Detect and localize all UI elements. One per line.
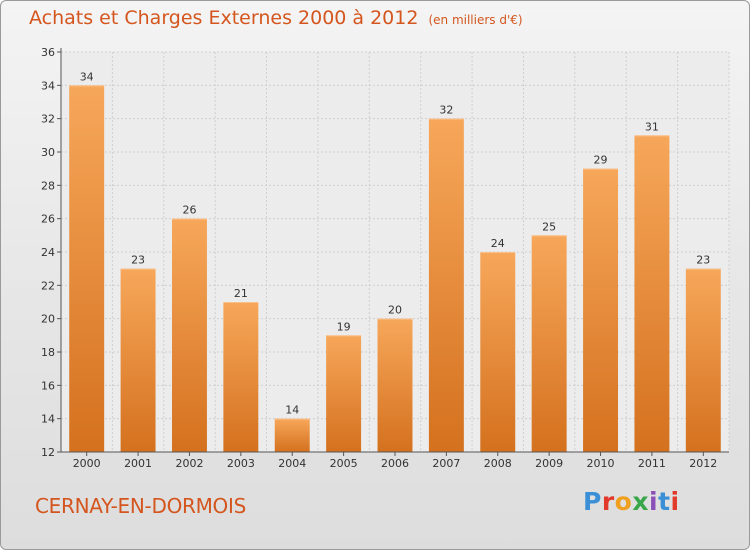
bar-2009	[531, 235, 567, 452]
value-label-2005: 19	[337, 320, 351, 333]
bar-2003	[223, 302, 259, 452]
y-tick-label-16: 16	[41, 379, 55, 392]
value-label-2002: 26	[182, 204, 196, 217]
chart-subtitle: (en milliers d'€)	[428, 13, 523, 27]
bar-2012	[685, 268, 721, 452]
bar-2004	[274, 418, 310, 452]
value-label-2011: 31	[645, 120, 659, 133]
x-tick-label-2011: 2011	[638, 457, 666, 470]
y-tick-label-14: 14	[41, 413, 55, 426]
value-label-2001: 23	[131, 254, 145, 267]
x-tick-label-2009: 2009	[535, 457, 563, 470]
x-tick-label-2003: 2003	[227, 457, 255, 470]
x-tick-label-2005: 2005	[330, 457, 358, 470]
y-tick-label-32: 32	[41, 113, 55, 126]
value-label-2010: 29	[594, 154, 608, 167]
x-tick-label-2010: 2010	[587, 457, 615, 470]
y-tick-label-36: 36	[41, 46, 55, 59]
bar-2011	[634, 135, 670, 453]
y-tick-label-22: 22	[41, 279, 55, 292]
value-label-2009: 25	[542, 220, 556, 233]
x-tick-label-2008: 2008	[484, 457, 512, 470]
value-label-2006: 20	[388, 304, 402, 317]
bar-2008	[480, 252, 516, 452]
axes	[57, 48, 729, 456]
bar-2005	[326, 335, 362, 452]
bar-2006	[377, 318, 413, 452]
value-label-2004: 14	[285, 404, 299, 417]
x-tick-label-2007: 2007	[432, 457, 460, 470]
bar-2010	[583, 168, 619, 452]
x-tick-label-2002: 2002	[175, 457, 203, 470]
bars	[69, 85, 721, 453]
title-row: Achats et Charges Externes 2000 à 2012 (e…	[29, 7, 523, 29]
bar-2007	[428, 118, 464, 453]
y-tick-label-24: 24	[41, 246, 55, 259]
bar-2002	[171, 218, 207, 452]
value-label-2008: 24	[491, 237, 505, 250]
chart-title: Achats et Charges Externes 2000 à 2012	[29, 7, 419, 29]
bar-2001	[120, 268, 156, 452]
y-tick-label-30: 30	[41, 146, 55, 159]
value-label-2003: 21	[234, 287, 248, 300]
y-tick-label-34: 34	[41, 79, 55, 92]
value-label-2007: 32	[439, 104, 453, 117]
proxiti-logo[interactable]: Proxiti	[583, 487, 680, 516]
value-label-2000: 34	[80, 70, 94, 83]
y-tick-label-26: 26	[41, 213, 55, 226]
y-tick-label-12: 12	[41, 446, 55, 459]
location-name: CERNAY-EN-DORMOIS	[35, 494, 246, 518]
labels: 12 14 16 18 20 22 24 26 28 30 32 34 36 34 2000 23 2001 26…	[41, 46, 717, 470]
y-tick-label-18: 18	[41, 346, 55, 359]
x-tick-label-2004: 2004	[278, 457, 306, 470]
x-tick-label-2001: 2001	[124, 457, 152, 470]
y-tick-label-28: 28	[41, 179, 55, 192]
value-label-2012: 23	[696, 254, 710, 267]
x-tick-label-2006: 2006	[381, 457, 409, 470]
bar-2000	[69, 85, 105, 452]
x-tick-label-2000: 2000	[73, 457, 101, 470]
y-tick-label-20: 20	[41, 313, 55, 326]
x-tick-label-2012: 2012	[689, 457, 717, 470]
